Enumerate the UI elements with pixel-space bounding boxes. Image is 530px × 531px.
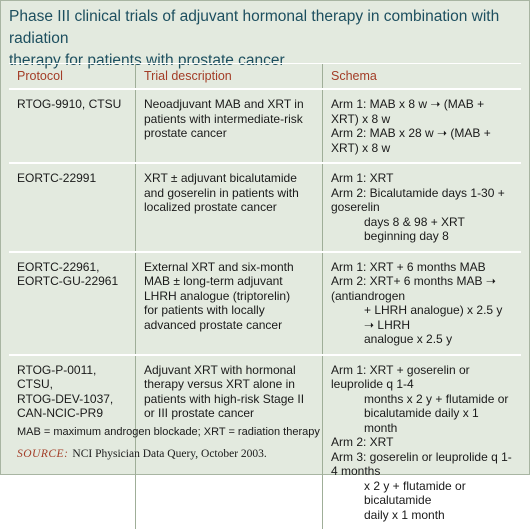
text-line: CAN-NCIC-PR9 <box>17 406 104 420</box>
text-line: or III prostate cancer <box>144 406 255 420</box>
text-line: RTOG-P-0011, CTSU, <box>17 362 97 392</box>
text-line: Neoadjuvant MAB and XRT in <box>144 97 304 111</box>
text-line: Adjuvant XRT with hormonal <box>144 362 296 377</box>
text-line: XRT ± adjuvant bicalutamide <box>144 171 297 185</box>
text-line: patients with intermediate-risk <box>144 111 303 126</box>
schema-cell: Arm 1: XRT + goserelin or leuprolide q 1… <box>322 354 521 531</box>
text-line: prostate cancer <box>144 126 227 140</box>
schema-cell: Arm 1: MAB x 8 w ➝ (MAB + XRT) x 8 w Arm … <box>322 89 521 164</box>
description-cell: External XRT and six-month MAB ± long-ter… <box>135 251 323 356</box>
table-row: RTOG-P-0011, CTSU, RTOG-DEV-1037, CAN-NCIC… <box>9 354 521 531</box>
text-line: analogue x 2.5 y <box>364 332 453 346</box>
text-line: MAB ± long-term adjuvant <box>144 274 283 288</box>
text-line: Arm 2: Bicalutamide days 1-30 + gosereli… <box>331 185 505 215</box>
column-header: Protocol <box>9 63 136 90</box>
footnote: MAB = maximum androgen blockade; XRT = r… <box>17 426 320 438</box>
text-line: Arm 1: XRT + goserelin or leuprolide q 1… <box>331 362 470 392</box>
protocol-cell: RTOG-9910, CTSU <box>9 89 136 164</box>
text-line: Arm 2: XRT+ 6 months MAB ➝ (antiandrogen <box>331 274 496 303</box>
text-line: days 8 & 98 + XRT beginning day 8 <box>364 214 465 244</box>
text-line: x 2 y + flutamide or bicalutamide <box>364 478 466 508</box>
protocol-cell: RTOG-P-0011, CTSU, RTOG-DEV-1037, CAN-NCIC… <box>9 354 136 531</box>
protocol-cell: EORTC-22961, EORTC-GU-22961 <box>9 251 136 356</box>
text-line: Arm 2: XRT <box>331 435 394 449</box>
table-row: RTOG-9910, CTSU Neoadjuvant MAB and XRT i… <box>9 89 521 164</box>
column-header: Schema <box>322 63 521 90</box>
description-cell: Neoadjuvant MAB and XRT in patients with … <box>135 89 323 164</box>
schema-cell: Arm 1: XRT Arm 2: Bicalutamide days 1-30 … <box>322 163 521 253</box>
text-line: daily x 1 month <box>364 507 445 522</box>
text-line: for patients with locally <box>144 303 265 317</box>
header-row: Protocol Trial description Schema <box>9 63 521 90</box>
text-line: Arm 1: XRT <box>331 171 394 185</box>
description-cell: Adjuvant XRT with hormonal therapy versus… <box>135 354 323 531</box>
text-line: EORTC-22991 <box>17 171 97 185</box>
text-line: Arm 2: MAB x 28 w ➝ (MAB + XRT) x 8 w <box>331 126 491 155</box>
table-row: EORTC-22991 XRT ± adjuvant bicalutamide an… <box>9 163 521 253</box>
text-line: advanced prostate cancer <box>144 317 283 332</box>
text-line: RTOG-9910, CTSU <box>17 97 122 111</box>
text-line: Arm 1: XRT + 6 months MAB <box>331 259 486 274</box>
text-line: EORTC-22961, <box>17 259 100 274</box>
text-line: bicalutamide daily x 1 month <box>364 406 479 435</box>
text-line: and goserelin in patients with <box>144 185 299 200</box>
text-line: EORTC-GU-22961 <box>17 274 119 288</box>
text-line: localized prostate cancer <box>144 200 277 214</box>
protocol-cell: EORTC-22991 <box>9 163 136 253</box>
trials-table: Protocol Trial description Schema RTOG-991… <box>9 63 521 531</box>
table-body: RTOG-9910, CTSU Neoadjuvant MAB and XRT i… <box>9 89 521 531</box>
text-line: LHRH analogue (triptorelin) <box>144 288 291 303</box>
schema-cell: Arm 1: XRT + 6 months MAB Arm 2: XRT+ 6 m… <box>322 251 521 356</box>
text-line: External XRT and six-month <box>144 259 294 274</box>
description-cell: XRT ± adjuvant bicalutamide and goserelin… <box>135 163 323 253</box>
title-line: Phase III clinical trials of adjuvant ho… <box>9 8 500 47</box>
text-line: Arm 3: goserelin or leuprolide q 1-4 mon… <box>331 449 512 479</box>
text-line: + LHRH analogue) x 2.5 y ➝ LHRH <box>364 303 503 332</box>
text-line: months x 2 y + flutamide or <box>364 391 509 406</box>
text-line: Arm 1: MAB x 8 w ➝ (MAB + XRT) x 8 w <box>331 97 485 126</box>
text-line: therapy versus XRT alone in <box>144 377 295 391</box>
column-header: Trial description <box>135 63 323 90</box>
table-row: EORTC-22961, EORTC-GU-22961 External XRT a… <box>9 251 521 356</box>
source-text: NCI Physician Data Query, October 2003. <box>72 448 267 460</box>
source: SOURCE: NCI Physician Data Query, October… <box>17 448 267 460</box>
source-label: SOURCE: <box>17 448 69 460</box>
text-line: RTOG-DEV-1037, <box>17 391 114 406</box>
text-line: patients with high-risk Stage II <box>144 391 305 406</box>
